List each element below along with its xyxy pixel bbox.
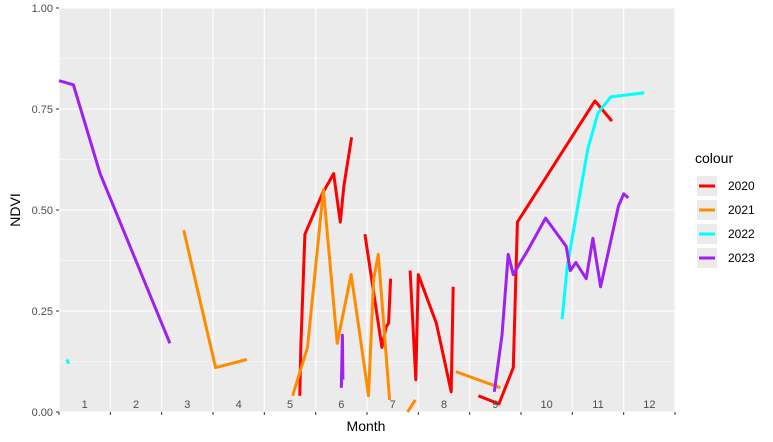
month-label: 1 — [82, 399, 88, 411]
series-line-2021 — [455, 370, 502, 390]
y-tick-label: 0.25 — [32, 306, 53, 318]
y-axis-title: NDVI — [7, 193, 23, 226]
y-tick-label: 0.50 — [32, 205, 53, 217]
month-label: 4 — [236, 399, 242, 411]
series-line-2020 — [408, 270, 455, 394]
series-line-2021 — [406, 399, 417, 413]
month-label: 8 — [441, 399, 447, 411]
series-line-2023 — [492, 192, 630, 393]
series-lines — [58, 79, 645, 413]
month-label: 2 — [133, 399, 139, 411]
series-line-2023 — [339, 333, 345, 388]
legend-label: 2021 — [728, 203, 755, 217]
series-line-2021 — [291, 188, 392, 401]
month-labels: 1 2 3 4 5 6 7 8 9 10 11 12 — [82, 399, 656, 411]
legend-title: colour — [695, 150, 733, 166]
legend: colour 2020 2021 2022 2023 — [695, 150, 755, 268]
x-axis-title: Month — [347, 418, 386, 434]
legend-item-2021: 2021 — [697, 200, 755, 220]
series-line-2020 — [298, 137, 354, 396]
month-label: 11 — [592, 399, 603, 411]
month-label: 3 — [184, 399, 190, 411]
month-label: 10 — [541, 399, 553, 411]
month-label: 12 — [643, 399, 655, 411]
axes: 0.00 0.25 0.50 0.75 1.00 — [32, 3, 676, 419]
legend-label: 2020 — [728, 179, 755, 193]
month-label: 6 — [338, 399, 344, 411]
y-tick-label: 0.75 — [32, 104, 53, 116]
legend-label: 2023 — [728, 251, 755, 265]
series-line-2023 — [58, 79, 172, 344]
month-label: 9 — [492, 399, 498, 411]
y-tick-label: 0.00 — [32, 407, 53, 419]
y-tick-label: 1.00 — [32, 3, 53, 15]
series-line-2022 — [560, 91, 645, 320]
legend-label: 2022 — [728, 227, 755, 241]
legend-item-2022: 2022 — [697, 224, 755, 244]
month-label: 7 — [390, 399, 396, 411]
legend-item-2020: 2020 — [697, 176, 755, 196]
legend-item-2023: 2023 — [697, 248, 755, 268]
month-label: 5 — [287, 399, 293, 411]
series-line-2020 — [477, 99, 614, 406]
series-line-2020 — [363, 233, 393, 349]
series-line-2022 — [65, 358, 71, 365]
series-line-2021 — [182, 229, 248, 370]
